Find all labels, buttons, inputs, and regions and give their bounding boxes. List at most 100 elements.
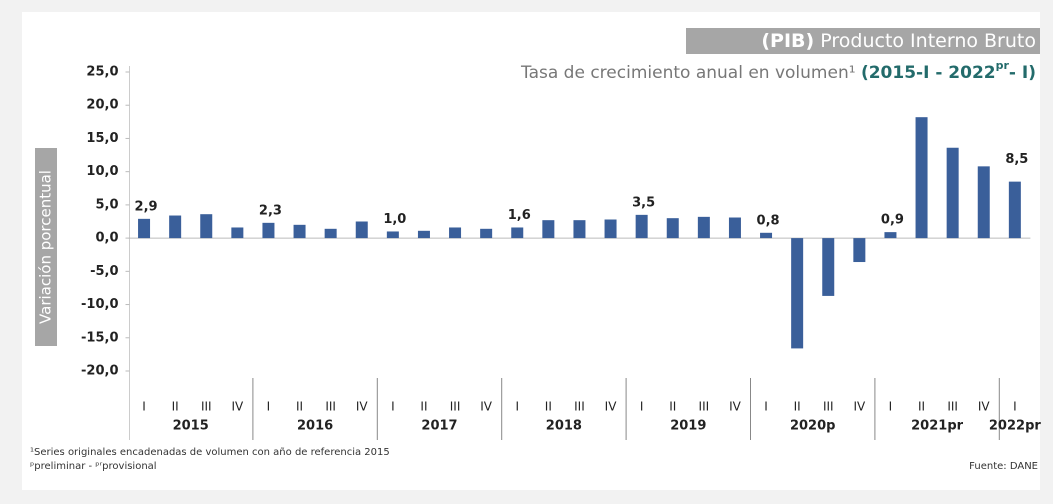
- x-tick-label: III: [574, 400, 585, 414]
- subtitle-end: - I): [1009, 63, 1036, 83]
- x-tick-label: II: [794, 400, 801, 414]
- value-label: 3,5: [632, 195, 655, 210]
- x-group-label: 2020p: [790, 419, 836, 434]
- bar: [728, 217, 741, 239]
- subtitle-highlight: (2015-I - 2022: [861, 63, 996, 83]
- value-label: 0,8: [757, 213, 780, 228]
- bar: [355, 221, 368, 239]
- x-tick-label: III: [947, 400, 958, 414]
- y-tick-label: 15,0: [86, 131, 118, 146]
- x-tick-label: IV: [231, 400, 244, 414]
- bar: [853, 238, 866, 263]
- x-group-label: 2016: [297, 419, 333, 434]
- x-tick-label: IV: [853, 400, 866, 414]
- x-tick-label: I: [889, 400, 893, 414]
- x-tick-label: IV: [356, 400, 369, 414]
- bar: [511, 227, 524, 239]
- x-tick-label: III: [699, 400, 710, 414]
- chart-title-group: (PIB) Producto Interno Bruto: [761, 30, 1036, 52]
- x-tick-label: II: [172, 400, 179, 414]
- x-tick-label: I: [1013, 400, 1017, 414]
- chart-title: Producto Interno Bruto: [820, 30, 1036, 52]
- bar: [138, 218, 151, 239]
- x-tick-label: I: [142, 400, 146, 414]
- y-tick-label: 25,0: [86, 65, 118, 80]
- x-tick-label: I: [267, 400, 271, 414]
- bar: [293, 224, 306, 239]
- bar: [760, 232, 773, 239]
- y-tick-label: 0,0: [95, 231, 118, 246]
- bar: [573, 220, 586, 239]
- x-tick-label: IV: [480, 400, 493, 414]
- bar: [449, 227, 462, 239]
- title-box: [686, 28, 1040, 54]
- value-label: 8,5: [1005, 152, 1028, 167]
- x-tick-label: III: [823, 400, 834, 414]
- x-tick-label: I: [391, 400, 395, 414]
- x-tick-label: III: [201, 400, 212, 414]
- x-tick-label: III: [450, 400, 461, 414]
- bar: [822, 238, 835, 296]
- y-tick-label: 5,0: [95, 197, 118, 212]
- y-tick-label: -20,0: [81, 364, 118, 379]
- y-tick-label: 20,0: [86, 98, 118, 113]
- x-tick-label: IV: [978, 400, 991, 414]
- value-label: 0,9: [881, 213, 904, 228]
- x-group-label: 2015: [173, 419, 209, 434]
- x-group-label: 2022pr: [989, 419, 1041, 434]
- bar: [417, 230, 430, 239]
- x-group-label: 2017: [421, 419, 457, 434]
- y-tick-label: -15,0: [81, 330, 118, 345]
- footnote: ᵖpreliminar - ᵖʳprovisional: [30, 461, 157, 472]
- subtitle: Tasa de crecimiento anual en volumen¹: [520, 63, 856, 83]
- value-label: 1,6: [508, 208, 531, 223]
- bar: [697, 216, 710, 239]
- x-group-label: 2019: [670, 419, 706, 434]
- x-tick-label: III: [325, 400, 336, 414]
- y-tick-label: -5,0: [90, 264, 118, 279]
- y-tick-label: 10,0: [86, 164, 118, 179]
- bar: [262, 222, 275, 239]
- subtitle-group: Tasa de crecimiento anual en volumen¹ (2…: [520, 59, 1036, 83]
- x-tick-label: IV: [729, 400, 742, 414]
- x-group-label: 2018: [546, 419, 582, 434]
- bar: [169, 215, 182, 239]
- subtitle-sup: pr: [996, 59, 1010, 72]
- bar: [1008, 181, 1021, 239]
- bar: [604, 219, 617, 239]
- x-tick-label: II: [918, 400, 925, 414]
- value-label: 1,0: [383, 212, 406, 227]
- bar: [231, 227, 244, 239]
- title-prefix: (PIB): [761, 30, 814, 52]
- bar: [666, 218, 679, 239]
- x-tick-label: II: [296, 400, 303, 414]
- y-tick-label: -10,0: [81, 297, 118, 312]
- value-label: 2,9: [135, 199, 158, 214]
- footnote: ¹Series originales encadenadas de volume…: [30, 447, 390, 458]
- x-tick-label: II: [420, 400, 427, 414]
- y-axis-label: Variación porcentual: [37, 170, 55, 324]
- bar: [915, 117, 928, 239]
- bar: [635, 214, 648, 239]
- x-tick-label: II: [669, 400, 676, 414]
- x-group-label: 2021pr: [911, 419, 963, 434]
- bar: [542, 220, 555, 239]
- x-tick-label: I: [640, 400, 644, 414]
- bar: [884, 232, 897, 239]
- value-label: 2,3: [259, 203, 282, 218]
- bar: [386, 231, 399, 239]
- x-tick-label: I: [515, 400, 519, 414]
- bar: [200, 214, 213, 239]
- x-tick-label: I: [764, 400, 768, 414]
- x-tick-label: IV: [605, 400, 618, 414]
- x-tick-label: II: [545, 400, 552, 414]
- bar: [324, 228, 337, 239]
- bar: [480, 228, 493, 239]
- bar: [977, 166, 990, 239]
- bar: [946, 147, 959, 239]
- source: Fuente: DANE: [969, 461, 1038, 472]
- bar: [791, 238, 804, 349]
- panel: [22, 12, 1040, 490]
- y-label-box: [35, 148, 57, 346]
